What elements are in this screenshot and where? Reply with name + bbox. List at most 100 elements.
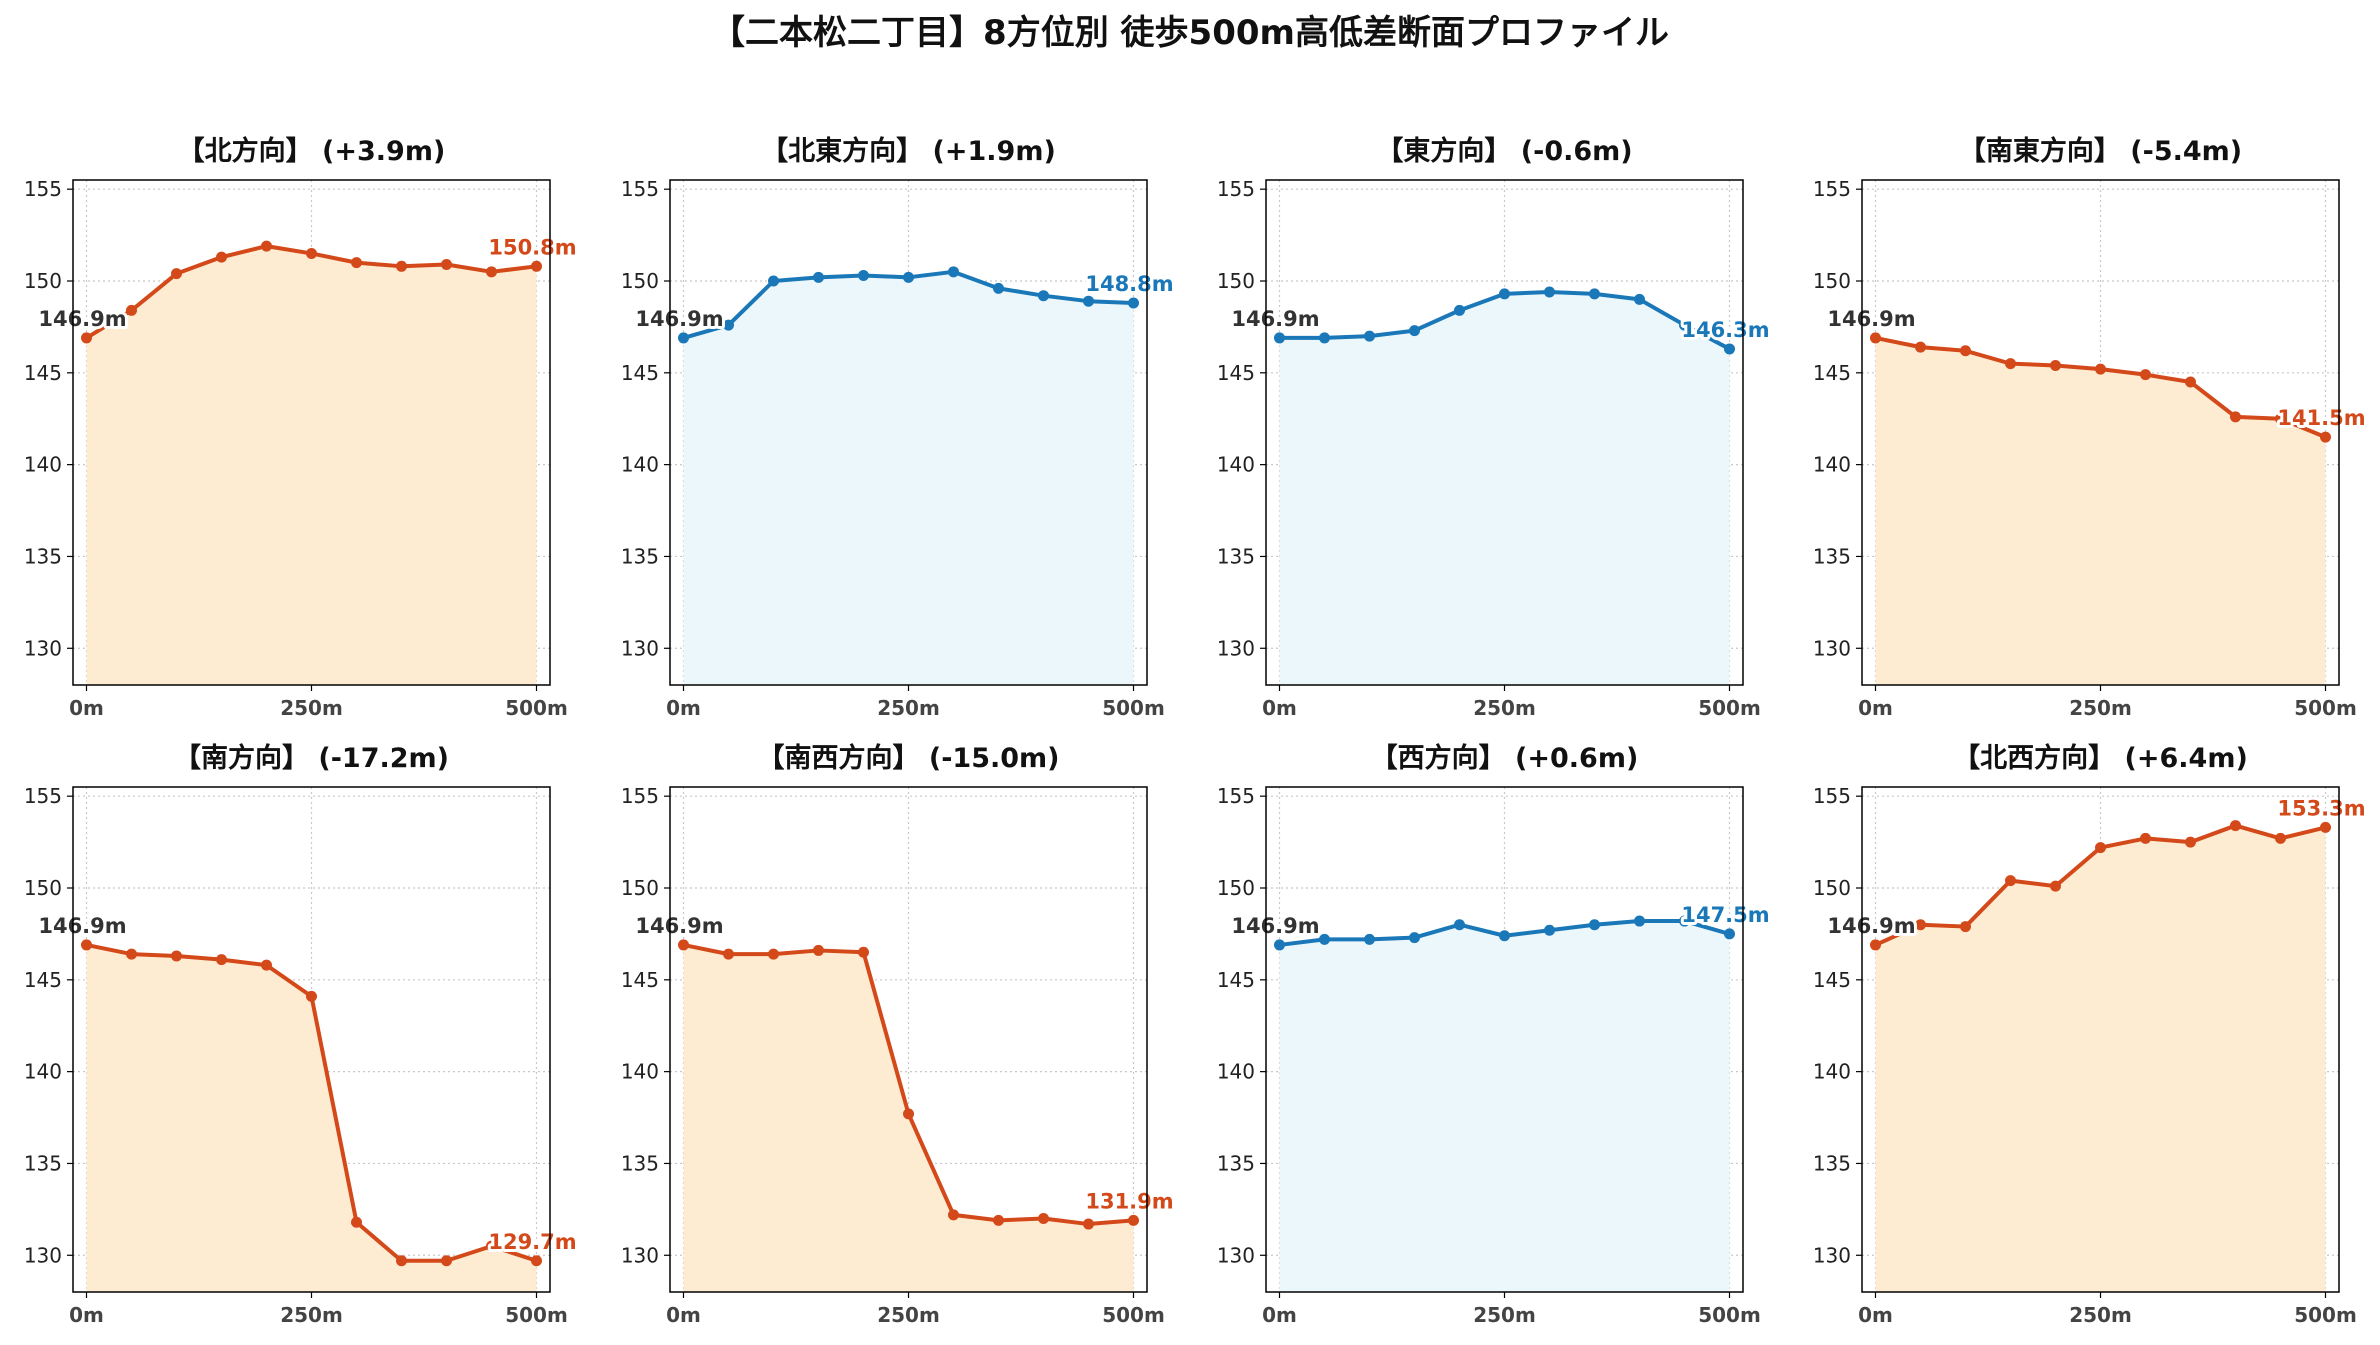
- ytick-label: 155: [1813, 784, 1851, 808]
- start-elevation-label: 146.9m: [635, 914, 723, 938]
- panel-0: 【北方向】 (+3.9m) 146.9m 150.8m 130 135 140 145 150…: [24, 135, 580, 720]
- xtick-label: 250m: [877, 1303, 940, 1327]
- data-point: [1499, 930, 1510, 942]
- data-point: [1679, 319, 1690, 331]
- data-point: [171, 950, 182, 962]
- data-point: [678, 332, 689, 344]
- data-point: [1634, 293, 1645, 305]
- panel-title: 【北東方向】 (+1.9m): [761, 135, 1056, 167]
- xtick-label: 500m: [1102, 696, 1165, 720]
- ytick-label: 155: [621, 784, 659, 808]
- ytick-label: 130: [1217, 636, 1255, 660]
- data-point: [261, 240, 272, 252]
- data-point: [1499, 288, 1510, 300]
- data-point: [1724, 928, 1735, 940]
- data-point: [948, 1209, 959, 1221]
- data-point: [1915, 919, 1926, 931]
- data-point: [216, 251, 227, 263]
- ytick-label: 140: [1813, 1060, 1851, 1084]
- data-point: [1915, 341, 1926, 353]
- ytick-label: 155: [24, 177, 62, 201]
- ytick-label: 130: [621, 1243, 659, 1267]
- ytick-label: 140: [1217, 1060, 1255, 1084]
- data-point: [2050, 880, 2061, 892]
- data-point: [768, 275, 779, 287]
- start-elevation-label: 146.9m: [1827, 307, 1915, 331]
- data-point: [1589, 919, 1600, 931]
- ytick-label: 140: [621, 1060, 659, 1084]
- data-point: [2320, 431, 2331, 443]
- xtick-label: 0m: [666, 696, 701, 720]
- xtick-label: 500m: [2294, 696, 2357, 720]
- panel-5: 【南西方向】 (-15.0m) 146.9m 131.9m 130 135 140 145 1…: [621, 742, 1177, 1327]
- data-point: [903, 271, 914, 283]
- end-elevation-label: 141.5m: [2277, 406, 2365, 430]
- ytick-label: 130: [621, 636, 659, 660]
- data-point: [351, 1216, 362, 1228]
- data-point: [2185, 836, 2196, 848]
- ytick-label: 150: [1217, 269, 1255, 293]
- end-elevation-label: 129.7m: [488, 1230, 576, 1254]
- data-point: [858, 946, 869, 958]
- ytick-label: 150: [621, 876, 659, 900]
- data-point: [306, 990, 317, 1002]
- data-point: [1960, 345, 1971, 357]
- data-point: [993, 282, 1004, 294]
- data-point: [1409, 325, 1420, 337]
- panel-6: 【西方向】 (+0.6m) 146.9m 147.5m 130 135 140 145 150…: [1217, 742, 1773, 1327]
- data-point: [2095, 363, 2106, 375]
- xtick-label: 250m: [1473, 1303, 1536, 1327]
- end-elevation-label: 147.5m: [1681, 903, 1769, 927]
- data-point: [2230, 820, 2241, 832]
- data-point: [723, 319, 734, 331]
- data-point: [216, 954, 227, 966]
- data-point: [1724, 343, 1735, 355]
- ytick-label: 145: [621, 361, 659, 385]
- ytick-label: 135: [1217, 1151, 1255, 1175]
- data-point: [2185, 376, 2196, 388]
- data-point: [1319, 332, 1330, 344]
- ytick-label: 130: [1813, 1243, 1851, 1267]
- start-elevation-label: 146.9m: [38, 307, 126, 331]
- xtick-label: 0m: [666, 1303, 701, 1327]
- xtick-label: 500m: [1698, 1303, 1761, 1327]
- data-point: [903, 1108, 914, 1120]
- elevation-area: [1279, 292, 1730, 685]
- panel-title: 【北方向】 (+3.9m): [178, 135, 446, 167]
- ytick-label: 140: [24, 1060, 62, 1084]
- data-point: [261, 959, 272, 971]
- data-point: [2275, 832, 2286, 844]
- data-point: [1038, 1213, 1049, 1225]
- ytick-label: 150: [24, 269, 62, 293]
- xtick-label: 250m: [280, 1303, 343, 1327]
- data-point: [441, 258, 452, 270]
- ytick-label: 155: [1813, 177, 1851, 201]
- xtick-label: 250m: [2069, 1303, 2132, 1327]
- ytick-label: 150: [1813, 876, 1851, 900]
- data-point: [993, 1214, 1004, 1226]
- start-elevation-label: 146.9m: [635, 307, 723, 331]
- ytick-label: 140: [1813, 453, 1851, 477]
- data-point: [531, 260, 542, 272]
- data-point: [126, 948, 137, 960]
- ytick-label: 145: [1217, 361, 1255, 385]
- xtick-label: 500m: [505, 696, 568, 720]
- xtick-label: 500m: [1102, 1303, 1165, 1327]
- data-point: [1544, 286, 1555, 298]
- data-point: [2005, 875, 2016, 887]
- data-point: [1128, 297, 1139, 309]
- data-point: [2095, 842, 2106, 854]
- elevation-area: [1279, 921, 1730, 1292]
- panel-7: 【北西方向】 (+6.4m) 146.9m 153.3m 130 135 140 145 15…: [1813, 742, 2369, 1327]
- panel-4: 【南方向】 (-17.2m) 146.9m 129.7m 130 135 140 145 15…: [24, 742, 580, 1327]
- panel-title: 【北西方向】 (+6.4m): [1953, 742, 2248, 774]
- data-point: [531, 1255, 542, 1267]
- ytick-label: 150: [1217, 876, 1255, 900]
- data-point: [396, 1255, 407, 1267]
- data-point: [1870, 332, 1881, 344]
- xtick-label: 250m: [280, 696, 343, 720]
- xtick-label: 250m: [2069, 696, 2132, 720]
- ytick-label: 155: [621, 177, 659, 201]
- xtick-label: 0m: [1262, 1303, 1297, 1327]
